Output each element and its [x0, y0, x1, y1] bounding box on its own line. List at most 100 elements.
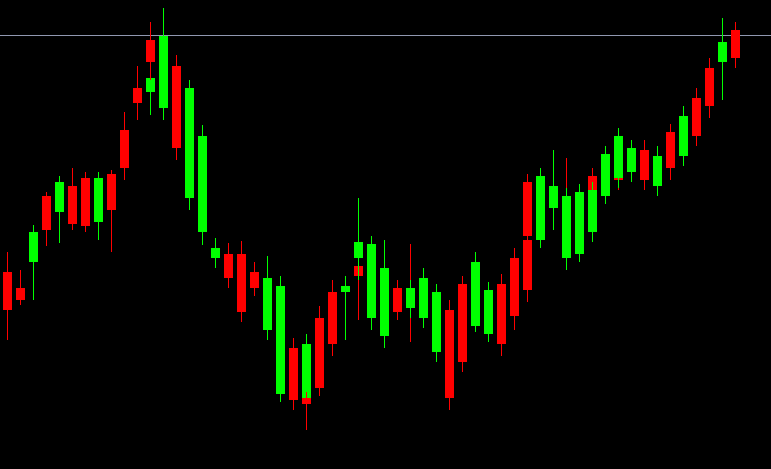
candle-body	[146, 40, 155, 62]
candle[interactable]	[120, 112, 129, 180]
candle[interactable]	[146, 52, 155, 115]
annotation-layer	[0, 35, 771, 36]
candle[interactable]	[653, 146, 662, 196]
candle[interactable]	[55, 176, 64, 243]
candle[interactable]	[3, 252, 12, 340]
candle[interactable]	[302, 334, 311, 408]
candle[interactable]	[302, 392, 311, 430]
candle-body	[224, 254, 233, 278]
candle-body	[107, 174, 116, 210]
candle[interactable]	[419, 268, 428, 328]
candle[interactable]	[432, 284, 441, 362]
candle[interactable]	[133, 66, 142, 120]
candle[interactable]	[406, 280, 415, 318]
candle[interactable]	[328, 280, 337, 356]
candle-body	[666, 132, 675, 168]
candle[interactable]	[562, 188, 571, 270]
candle-body	[640, 150, 649, 180]
candle-wick	[33, 225, 34, 300]
candle[interactable]	[29, 225, 38, 300]
candle[interactable]	[549, 150, 558, 230]
candle-body	[120, 130, 129, 168]
candle[interactable]	[354, 198, 363, 280]
candle[interactable]	[601, 146, 610, 204]
candle[interactable]	[172, 55, 181, 160]
candle-body	[3, 272, 12, 310]
candle-body	[614, 136, 623, 178]
candle-body	[718, 42, 727, 62]
candle[interactable]	[159, 8, 168, 120]
candle[interactable]	[224, 243, 233, 288]
candle[interactable]	[523, 174, 532, 246]
candle[interactable]	[16, 270, 25, 305]
candle[interactable]	[692, 88, 701, 146]
candle-body	[55, 182, 64, 212]
candle-body	[159, 36, 168, 108]
candle[interactable]	[276, 276, 285, 402]
candle[interactable]	[614, 128, 623, 188]
candle-body	[627, 148, 636, 172]
candle[interactable]	[263, 290, 272, 340]
candle[interactable]	[380, 240, 389, 348]
candle-body	[250, 272, 259, 288]
candle[interactable]	[575, 184, 584, 262]
candle[interactable]	[536, 168, 545, 248]
candle[interactable]	[640, 140, 649, 190]
candle-body	[302, 344, 311, 398]
candle-wick	[358, 256, 359, 320]
candle[interactable]	[81, 172, 90, 232]
candle[interactable]	[107, 170, 116, 252]
candle[interactable]	[393, 280, 402, 320]
candle[interactable]	[445, 300, 454, 392]
candle[interactable]	[445, 358, 454, 410]
candle[interactable]	[289, 338, 298, 410]
candle[interactable]	[458, 276, 467, 372]
candle[interactable]	[341, 276, 350, 340]
candle[interactable]	[705, 58, 714, 118]
candle-body	[185, 88, 194, 198]
candle-body	[731, 30, 740, 58]
candle-body	[29, 232, 38, 262]
candle[interactable]	[367, 236, 376, 330]
candle[interactable]	[523, 230, 532, 302]
candle-body	[42, 196, 51, 230]
horizontal-price-line	[0, 35, 771, 36]
candle-series-layer[interactable]	[3, 8, 740, 430]
candle[interactable]	[211, 238, 220, 268]
candle[interactable]	[68, 168, 77, 230]
candle-body	[211, 248, 220, 258]
candle[interactable]	[94, 172, 103, 240]
candle[interactable]	[484, 282, 493, 342]
candle-body	[133, 88, 142, 103]
candle[interactable]	[471, 252, 480, 332]
candle[interactable]	[679, 106, 688, 166]
candle[interactable]	[263, 256, 272, 310]
candle[interactable]	[497, 274, 506, 356]
candle-wick	[358, 198, 359, 280]
candle-body	[523, 240, 532, 290]
candle[interactable]	[42, 192, 51, 246]
candle-wick	[20, 270, 21, 305]
candle-body	[302, 398, 311, 404]
candle[interactable]	[627, 140, 636, 182]
candle[interactable]	[198, 125, 207, 245]
candle-body	[354, 242, 363, 258]
candle[interactable]	[315, 306, 324, 396]
candle[interactable]	[250, 262, 259, 296]
candle[interactable]	[237, 241, 246, 322]
candle[interactable]	[510, 248, 519, 330]
candle-body	[328, 292, 337, 344]
candle[interactable]	[146, 22, 155, 80]
candle[interactable]	[588, 182, 597, 242]
candle-body	[705, 68, 714, 106]
candle[interactable]	[185, 80, 194, 210]
candle-wick	[306, 392, 307, 430]
candle[interactable]	[666, 124, 675, 180]
candle[interactable]	[718, 18, 727, 100]
candle[interactable]	[731, 22, 740, 68]
candle-body	[601, 154, 610, 196]
candle-body	[458, 284, 467, 362]
